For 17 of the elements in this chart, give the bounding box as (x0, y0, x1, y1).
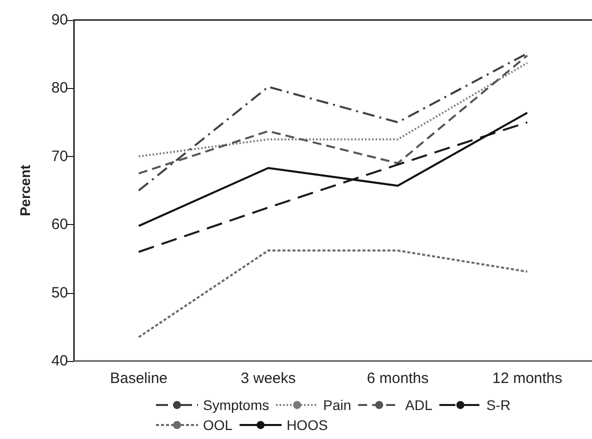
y-tick-label: 90 (51, 12, 68, 28)
y-tick-label: 40 (51, 352, 68, 370)
x-tick-label: 3 weeks (240, 370, 296, 387)
x-tick-label: Baseline (110, 370, 168, 387)
x-tick-label: 6 months (366, 370, 429, 387)
legend-label: ADL (405, 397, 433, 413)
legend-label: S-R (486, 397, 511, 413)
y-tick-label: 70 (51, 148, 68, 165)
y-tick-label: 80 (51, 80, 68, 97)
legend-label: Symptoms (203, 397, 270, 413)
legend-label: OOL (203, 417, 233, 433)
legend-label: Pain (323, 397, 352, 413)
y-axis-title: Percent (17, 164, 33, 216)
y-tick-label: 50 (51, 284, 68, 302)
legend-label: HOOS (286, 417, 328, 433)
y-tick-label: 60 (51, 216, 68, 234)
x-tick-label: 12 months (492, 370, 562, 387)
